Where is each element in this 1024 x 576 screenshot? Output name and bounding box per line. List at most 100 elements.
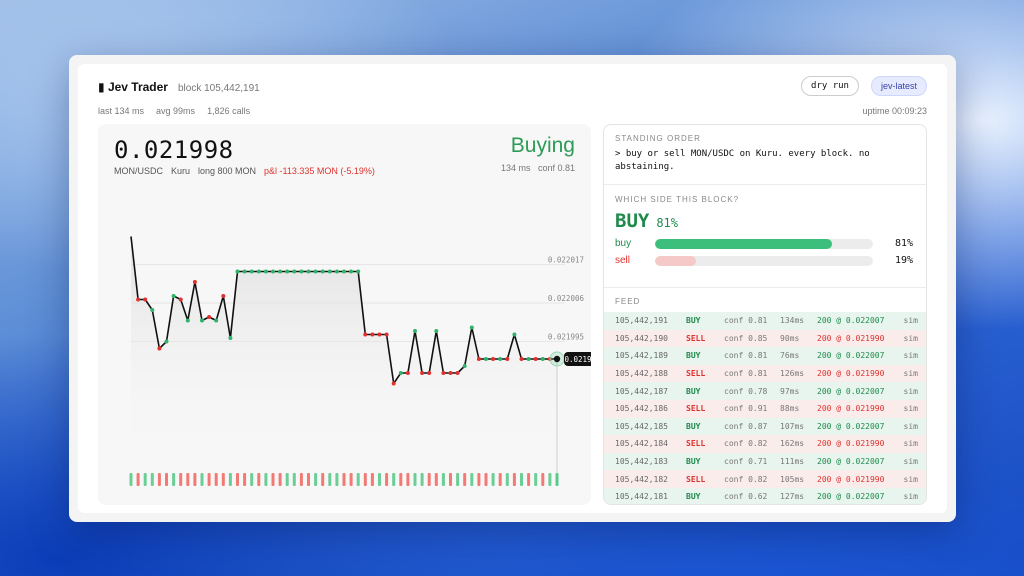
feed-row[interactable]: 105,442,187 BUY conf 0.78 97ms 200 @ 0.02200… [604,382,926,400]
feed-latency: 162ms [780,439,805,449]
feed-fill: 200 @ 0.021990 [817,474,885,484]
trade-point [540,357,545,361]
trade-point [484,357,488,361]
feed-block: 105,442,181 [615,492,668,502]
feed-latency: 134ms [780,316,805,326]
trade-point [342,269,346,274]
feed-row[interactable]: 105,442,189 BUY conf 0.81 76ms 200 @ 0.02200… [604,347,926,365]
trade-point [441,371,446,375]
venue-label: Kuru [171,166,191,176]
trade-point [327,269,332,274]
feed-row[interactable]: 105,442,188 SELL conf 0.81 126ms 200 @ 0.021… [604,364,926,383]
volume-bar [477,473,481,486]
feed-latency: 88ms [780,404,800,414]
volume-bar [186,473,190,486]
volume-bar [363,473,367,486]
trade-point [299,269,304,274]
feed-latency: 105ms [780,474,805,484]
trade-point [356,269,361,274]
volume-bar [434,473,438,486]
feed-side: BUY [686,386,701,396]
feed-row[interactable]: 105,442,186 SELL conf 0.91 88ms 200 @ 0.0219… [604,399,926,418]
feed-fill: 200 @ 0.022007 [817,316,885,326]
feed-list: 105,442,191 BUY conf 0.81 134ms 200 @ 0.0220… [604,312,926,504]
volume-bar [250,473,254,486]
state-conf: conf 0.81 [537,163,575,173]
feed-side: SELL [686,474,706,484]
volume-bar [520,473,523,486]
avg-latency: avg 99ms [156,106,196,116]
trade-point [320,269,325,274]
feed-side: SELL [686,404,706,414]
volume-bar [129,473,133,486]
app-title-text: Jev Trader [107,80,168,94]
volume-bar [307,473,310,486]
trade-point [192,280,197,284]
volume-bar [193,473,197,486]
trade-point [285,269,290,274]
feed-row[interactable]: 105,442,183 BUY conf 0.71 111ms 200 @ 0.0220… [604,452,926,471]
trade-point [384,332,389,337]
feed-conf: conf 0.81 [724,351,768,361]
price-chart[interactable]: 0.022017 0.022006 0.021995 0.021998 [98,124,591,505]
feed-latency: 126ms [780,369,805,379]
feed-conf: conf 0.71 [724,457,768,467]
volume-bar [527,473,531,486]
feed-block: 105,442,186 [615,404,668,414]
trade-point [405,371,410,375]
feed-block: 105,442,185 [615,421,668,431]
volume-bar [172,473,176,486]
buy-label: buy [615,238,632,249]
feed-row[interactable]: 105,442,190 SELL conf 0.85 90ms 200 @ 0.0219… [604,329,926,348]
feed-tag: sim [903,386,918,396]
dashboard: ▮ Jev Trader block 105,442,191 dry run j… [78,64,947,513]
feed-tag: sim [903,492,918,502]
y-tick-label: 0.022017 [548,256,584,265]
feed-row[interactable]: 105,442,181 BUY conf 0.62 127ms 200 @ 0.0220… [604,487,926,504]
volume-bar [157,473,161,486]
volume-bar [236,473,239,486]
volume-bar [179,473,183,486]
dry-run-button[interactable]: dry run [801,76,859,96]
feed-conf: conf 0.82 [724,474,768,484]
feed-side: BUY [686,492,701,502]
trade-point [448,371,453,375]
pair-label: MON/USDC [114,166,163,176]
trade-point [420,371,425,375]
buy-bar [655,238,873,249]
feed-latency: 127ms [780,492,805,502]
y-tick-label: 0.022006 [548,294,585,303]
feed-block: 105,442,188 [615,369,668,379]
sell-bar-row: sell 19% [615,255,915,266]
pnl-label: p&l -113.335 MON (-5.19%) [264,166,375,176]
volume-bar [165,473,168,486]
volume-bar [392,473,396,486]
feed-tag: sim [903,404,918,414]
trade-point [377,332,382,337]
trade-point [334,269,339,274]
trade-point [271,269,275,274]
feed-latency: 76ms [780,351,800,361]
feed-row[interactable]: 105,442,185 BUY conf 0.87 107ms 200 @ 0.0220… [604,417,926,436]
feed-latency: 97ms [780,386,800,396]
feed-fill: 200 @ 0.021990 [817,404,885,414]
volume-bar [278,473,282,486]
feed-row[interactable]: 105,442,191 BUY conf 0.81 134ms 200 @ 0.0220… [604,312,926,330]
volume-bar [200,473,204,486]
feed-fill: 200 @ 0.022007 [817,492,885,502]
feed-row[interactable]: 105,442,182 SELL conf 0.82 105ms 200 @ 0.021… [604,470,926,488]
volume-bar [335,473,339,486]
feed-tag: sim [903,333,918,343]
feed-conf: conf 0.81 [724,369,768,379]
trade-point [512,332,517,337]
position-info: MON/USDC Kuru long 800 MON p&l -113.335 … [114,166,375,176]
trade-point [391,381,396,386]
feed-block: 105,442,183 [615,457,668,467]
feed-row[interactable]: 105,442,184 SELL conf 0.82 162ms 200 @ 0.021… [604,435,926,453]
volume-bar [555,473,559,486]
volume-bar [243,473,247,486]
feed-tag: sim [903,439,918,449]
model-badge[interactable]: jev-latest [870,76,927,96]
volume-bar [427,473,431,486]
trade-point [235,269,240,274]
